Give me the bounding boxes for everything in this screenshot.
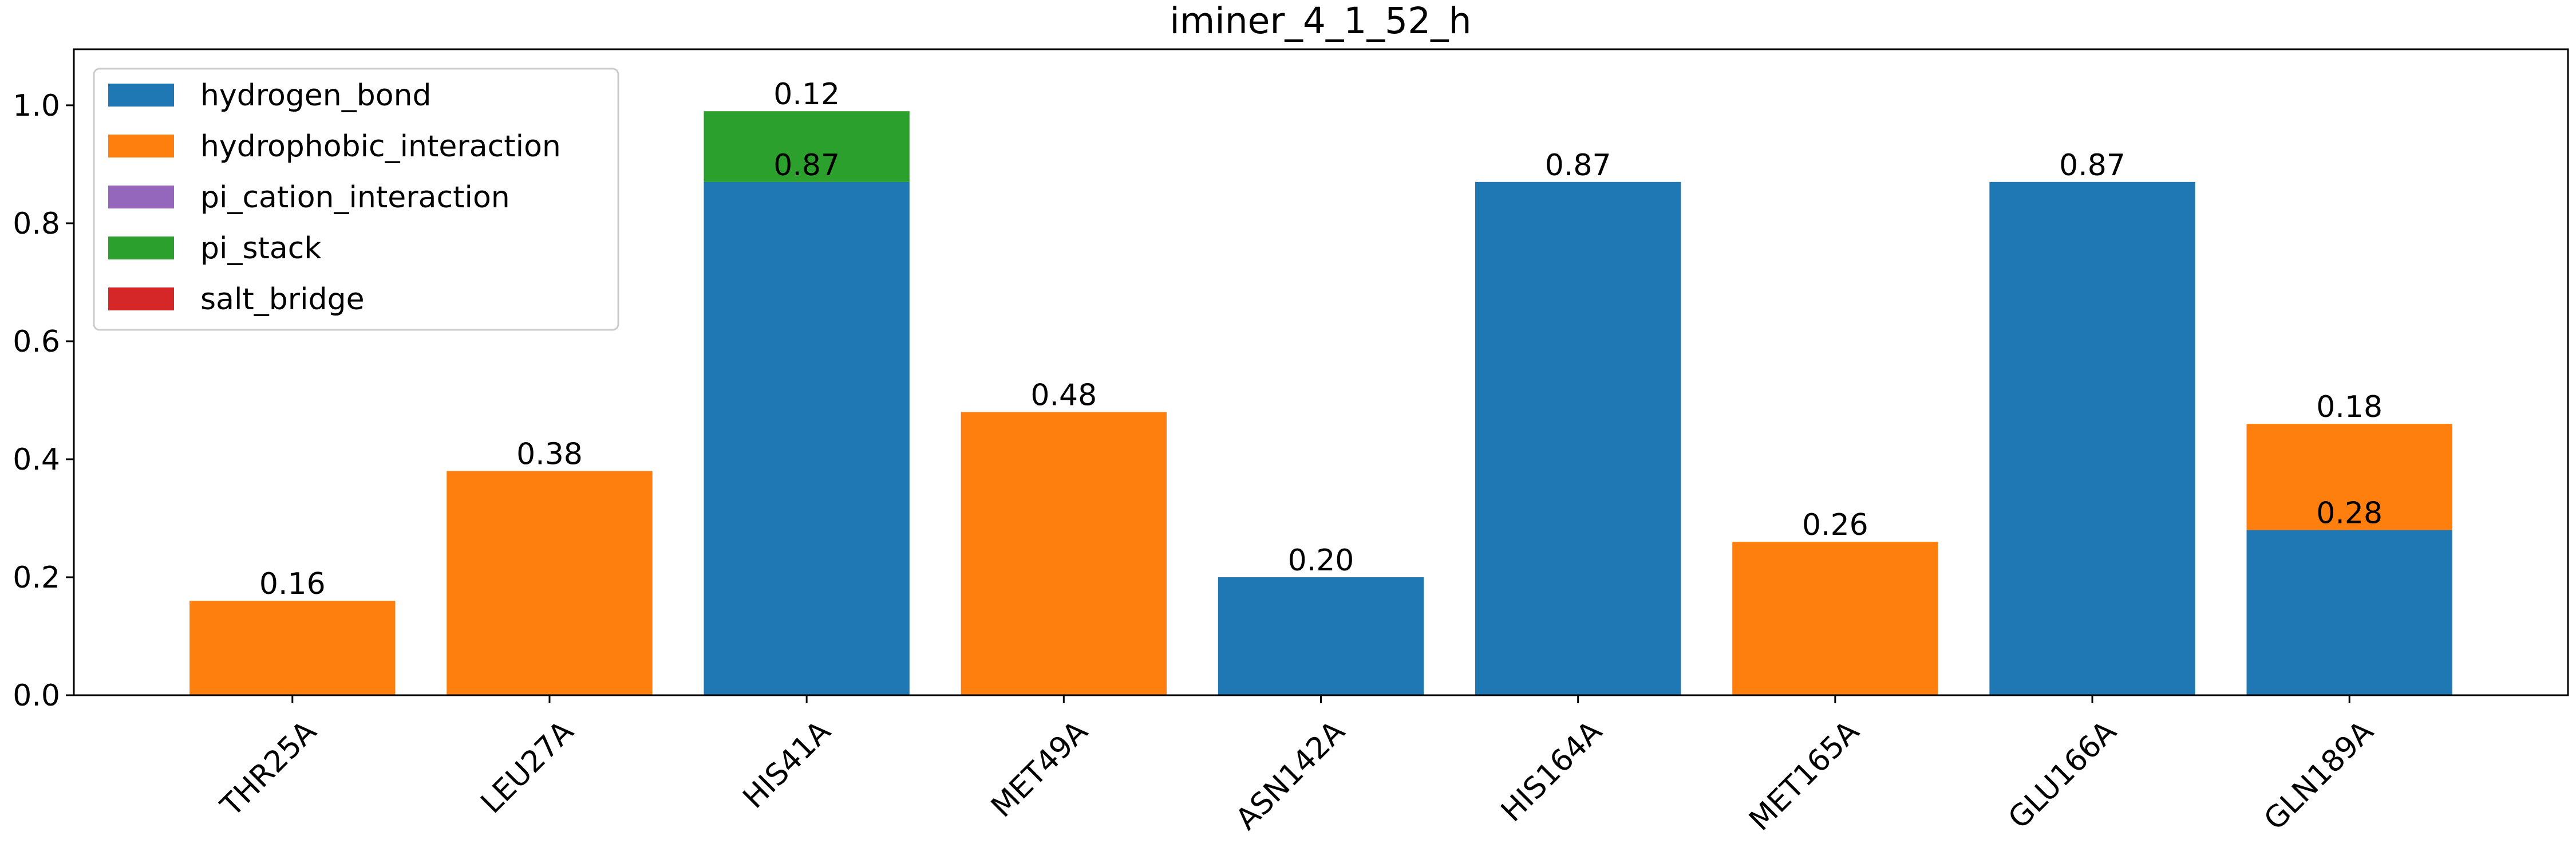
data-label: 0.12: [773, 77, 840, 112]
y-tick-label: 1.0: [13, 89, 60, 123]
y-tick-label: 0.8: [13, 207, 60, 241]
y-tick-label: 0.4: [13, 443, 60, 477]
data-label: 0.20: [1288, 543, 1354, 578]
axes-frame: [73, 48, 2569, 696]
plot-area: 0.00.20.40.60.81.00.16THR25A0.38LEU27A0.…: [13, 77, 2452, 838]
bar-segment: [704, 182, 910, 695]
legend: hydrogen_bond hydrophobic_interaction pi_c…: [93, 68, 619, 331]
chart-title: iminer_4_1_52_h: [1170, 0, 1471, 42]
legend-label: hydrogen_bond: [200, 78, 432, 113]
legend-label: hydrophobic_interaction: [200, 129, 561, 164]
y-tick-label: 0.2: [13, 561, 60, 595]
bar-segment: [1218, 577, 1424, 695]
legend-label: pi_stack: [200, 231, 322, 266]
bar-segment: [1475, 182, 1681, 695]
bar-segment: [1732, 542, 1938, 695]
bar-segment: [961, 412, 1167, 695]
data-label: 0.87: [1545, 148, 1611, 183]
legend-label: pi_cation_interaction: [200, 180, 510, 215]
data-label: 0.28: [2316, 497, 2383, 531]
legend-box: [93, 68, 619, 331]
legend-label: salt_bridge: [200, 282, 365, 317]
legend-swatch: [108, 287, 174, 310]
bar-segment: [2246, 530, 2452, 695]
data-label: 0.26: [1802, 508, 1868, 542]
data-label: 0.87: [2059, 148, 2125, 183]
data-label: 0.87: [773, 148, 840, 183]
y-tick-label: 0.6: [13, 325, 60, 359]
data-label: 0.18: [2316, 390, 2383, 424]
legend-swatch: [108, 135, 174, 157]
legend-swatch: [108, 186, 174, 208]
data-label: 0.48: [1030, 379, 1097, 413]
legend-swatch: [108, 237, 174, 259]
data-label: 0.38: [516, 438, 583, 472]
bar-segment: [447, 471, 653, 695]
y-tick-label: 0.0: [13, 679, 60, 713]
legend-swatch: [108, 84, 174, 107]
bar-segment: [704, 111, 910, 182]
bar-segment: [1989, 182, 2195, 695]
bar-segment: [2246, 424, 2452, 530]
bar-segment: [189, 601, 396, 695]
data-label: 0.16: [259, 567, 326, 601]
